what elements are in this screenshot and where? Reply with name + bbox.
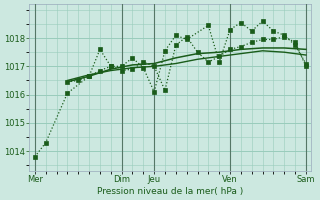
- X-axis label: Pression niveau de la mer( hPa ): Pression niveau de la mer( hPa ): [97, 187, 244, 196]
